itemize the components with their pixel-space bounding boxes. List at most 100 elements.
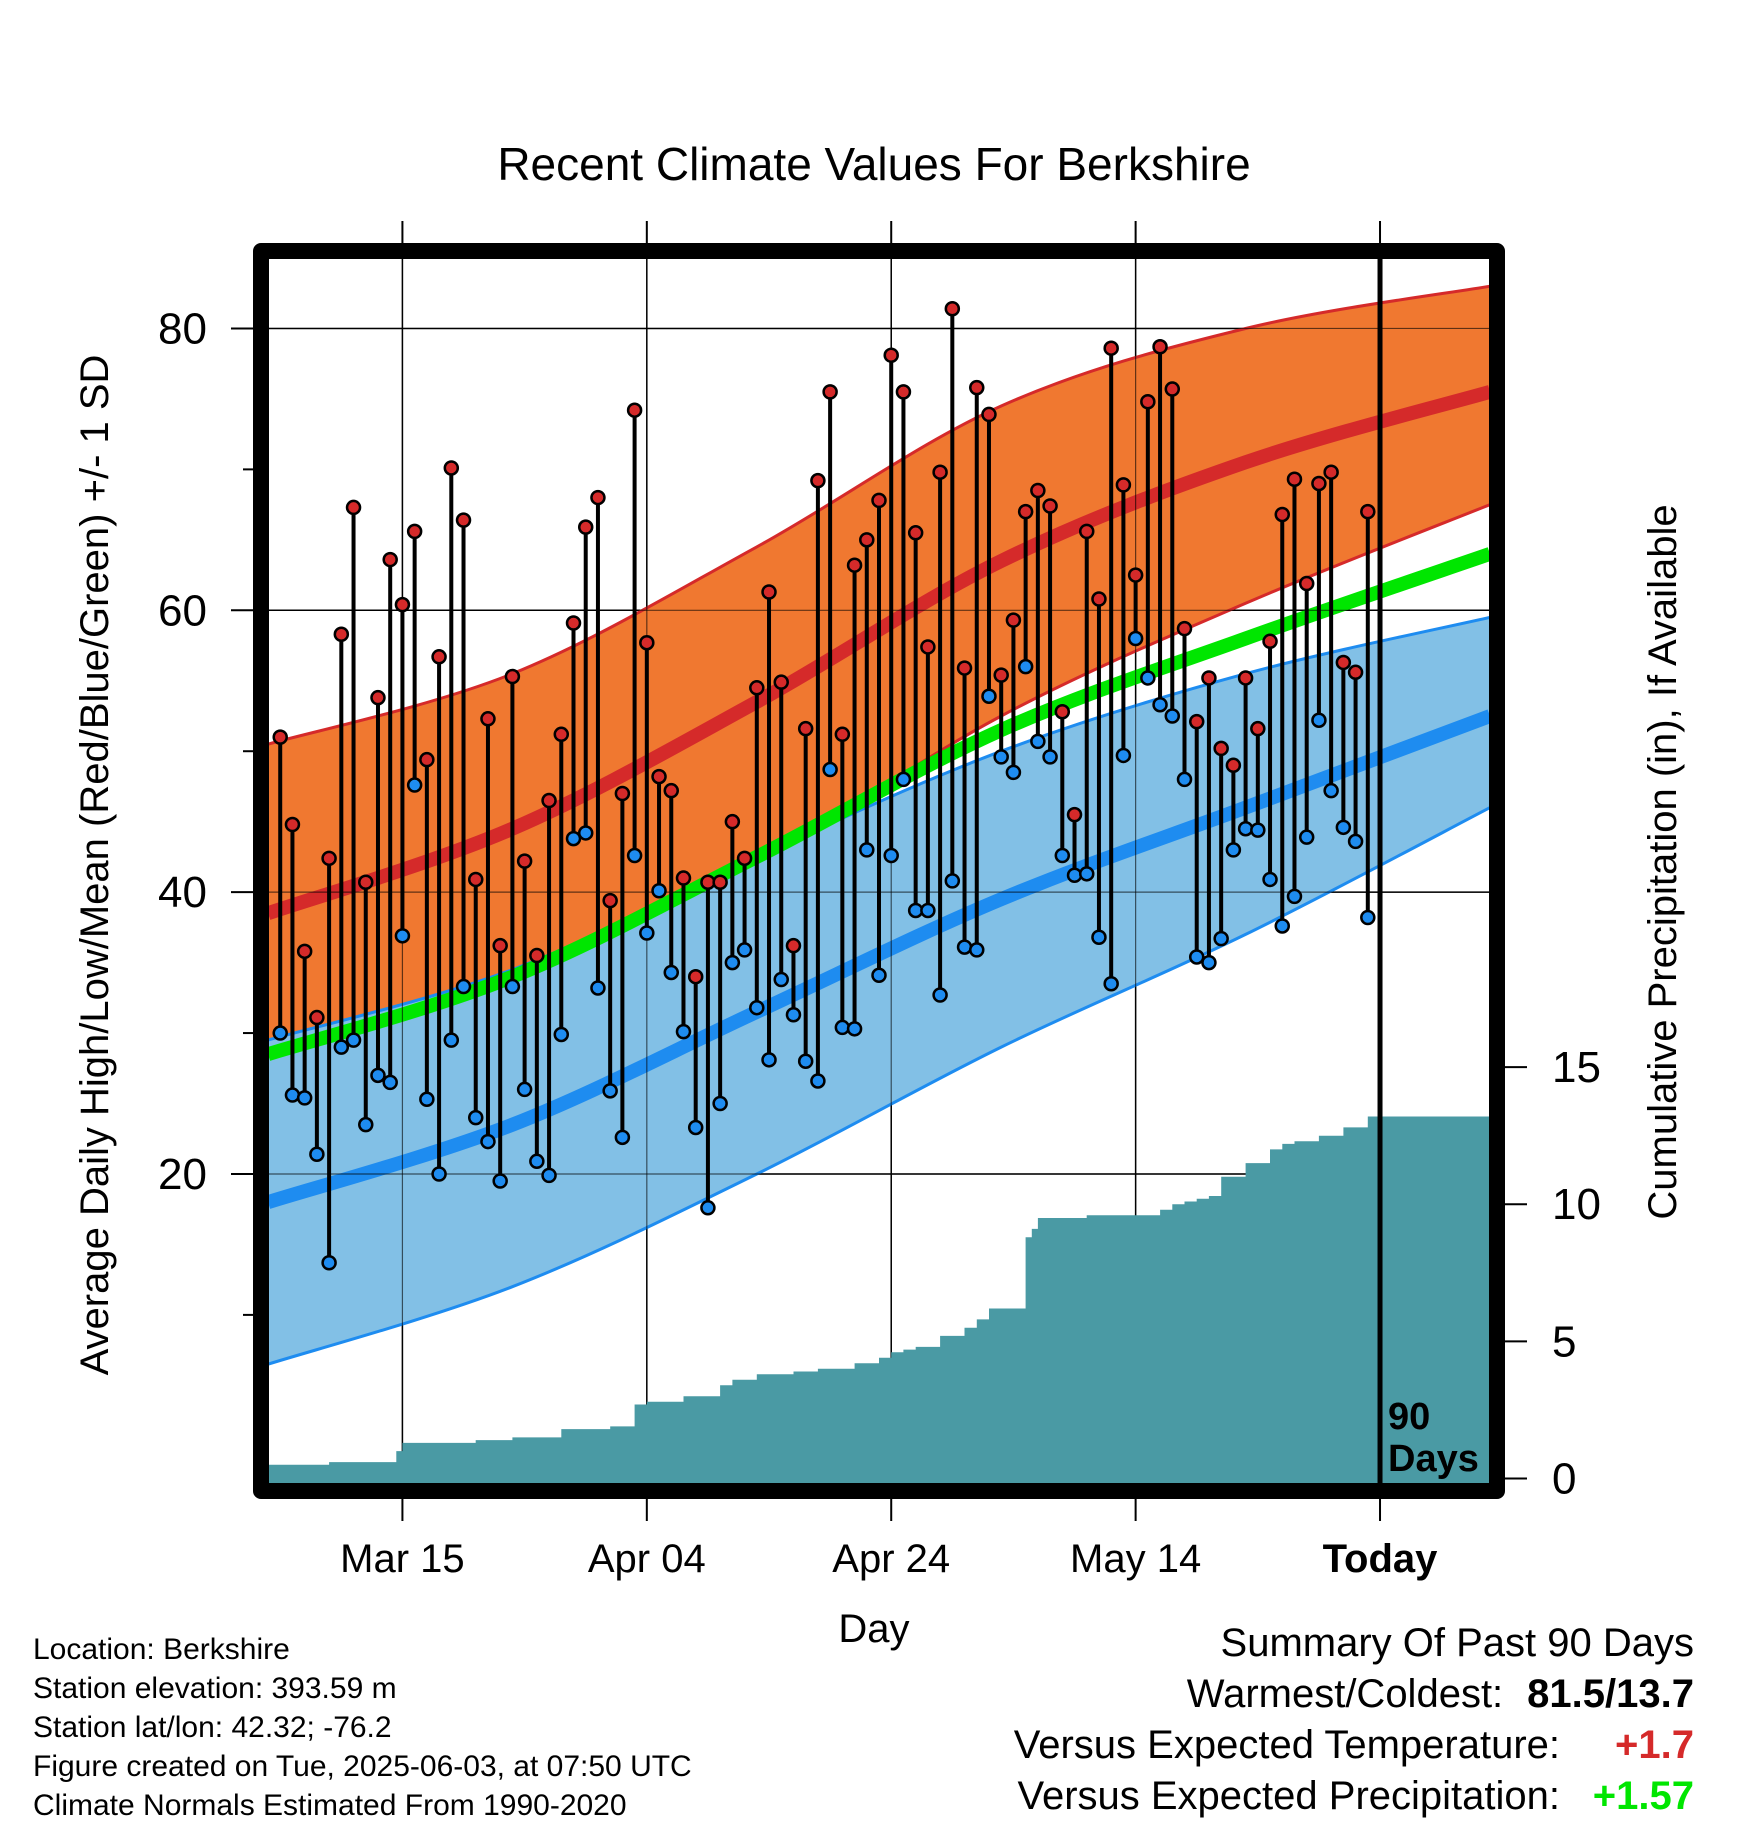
observed-low-point — [883, 847, 899, 864]
y2-axis-label: Cumulative Precipitation (in), If Availa… — [1641, 504, 1685, 1219]
observed-low-point — [932, 987, 948, 1003]
x-tick-label: Mar 15 — [340, 1537, 465, 1581]
observed-high-point — [956, 660, 973, 676]
x-tick-label: Apr 04 — [588, 1537, 706, 1581]
observed-low-point — [455, 978, 472, 995]
observed-low-point — [1213, 930, 1229, 947]
observed-low-point — [504, 978, 521, 995]
observed-low-point — [736, 942, 753, 958]
observed-high-point — [577, 519, 594, 535]
observed-low-point — [1005, 764, 1022, 781]
observed-high-point — [370, 689, 386, 706]
observed-low-point — [333, 1039, 350, 1055]
observed-high-point — [565, 615, 582, 631]
observed-high-point — [1225, 757, 1242, 774]
observed-low-point — [1078, 866, 1095, 882]
observed-high-point — [785, 937, 802, 954]
observed-high-point — [687, 968, 704, 985]
observed-low-point — [467, 1109, 484, 1126]
normal-high-band-upper-edge — [268, 284, 1490, 746]
chart-title: Recent Climate Values For Berkshire — [497, 138, 1250, 190]
y2-tick-label: 10 — [1552, 1180, 1601, 1229]
observed-low-point — [1201, 954, 1217, 971]
observed-low-point — [1250, 822, 1266, 838]
observed-low-point — [541, 1167, 557, 1184]
observed-low-point — [1127, 630, 1144, 647]
observed-high-point — [394, 596, 411, 613]
observed-high-point — [846, 557, 863, 573]
observed-high-point — [834, 726, 851, 743]
observed-low-point — [431, 1166, 447, 1182]
observed-high-point — [1078, 523, 1095, 540]
observed-low-point — [687, 1119, 704, 1136]
observed-low-point — [443, 1032, 460, 1048]
normal-high-line — [268, 385, 1490, 920]
observed-low-point — [749, 999, 765, 1016]
y2-tick-label: 5 — [1552, 1317, 1576, 1366]
elevation-text: Station elevation: 393.59 m — [33, 1672, 397, 1705]
observed-high-point — [1030, 482, 1046, 499]
observed-high-point — [1103, 340, 1119, 356]
observed-low-point — [1298, 829, 1315, 845]
observed-high-point — [1164, 381, 1181, 397]
observed-high-point — [345, 499, 362, 516]
warmest-label: Warmest/Coldest: — [1186, 1672, 1504, 1716]
observed-low-point — [834, 1019, 851, 1036]
observed-high-point — [675, 870, 692, 886]
observed-low-point — [1347, 833, 1364, 850]
observed-low-point — [1017, 658, 1034, 675]
observed-low-point — [1030, 733, 1046, 750]
observed-low-point — [382, 1074, 398, 1091]
location-text: Location: Berkshire — [33, 1633, 290, 1666]
precip-area — [268, 1116, 1490, 1484]
observed-low-point — [1262, 871, 1278, 888]
observed-low-point — [1164, 708, 1181, 724]
observed-low-point — [1091, 929, 1107, 945]
observed-high-point — [859, 532, 875, 548]
observed-low-point — [920, 902, 936, 919]
created-text: Figure created on Tue, 2025-06-03, at 07… — [33, 1750, 692, 1783]
observed-high-point — [1115, 477, 1132, 493]
precip-anomaly-label: Versus Expected Precipitation: — [1017, 1774, 1560, 1818]
observed-high-point — [467, 871, 484, 888]
observed-low-point — [296, 1090, 313, 1106]
observed-low-point — [639, 925, 655, 941]
observed-low-point — [969, 942, 985, 958]
observed-low-point — [406, 777, 423, 793]
observed-high-point — [516, 853, 533, 869]
observed-high-point — [1213, 740, 1229, 757]
observed-high-point — [296, 943, 313, 960]
plot-frame — [253, 243, 1505, 1499]
observed-high-point — [1298, 575, 1315, 592]
observed-low-point — [614, 1129, 631, 1146]
observed-low-point — [1237, 820, 1254, 837]
observed-high-point — [822, 384, 838, 400]
observed-low-point — [1335, 819, 1352, 836]
observed-high-point — [1176, 620, 1193, 637]
observed-high-point — [480, 711, 496, 727]
observed-high-point — [309, 1009, 325, 1026]
observed-high-point — [1140, 393, 1156, 410]
observed-high-point — [773, 674, 789, 690]
observed-low-point — [724, 954, 741, 971]
observed-low-point — [1323, 782, 1339, 799]
observed-low-point — [1066, 867, 1083, 883]
y-tick-label: 60 — [158, 586, 207, 635]
observed-high-point — [1360, 503, 1376, 520]
observed-low-point — [1188, 949, 1205, 965]
observed-low-point — [1054, 847, 1071, 864]
y-tick-label: 80 — [158, 304, 207, 353]
observed-high-point — [1054, 704, 1071, 720]
observed-low-point — [529, 1153, 545, 1170]
observed-high-point — [736, 850, 753, 867]
observed-low-point — [626, 847, 643, 864]
observed-low-point — [516, 1081, 533, 1098]
observed-high-point — [907, 525, 924, 541]
observed-high-point — [1188, 713, 1205, 730]
observed-high-point — [883, 347, 899, 363]
observed-low-point — [1103, 975, 1119, 992]
observed-low-point — [1360, 909, 1376, 926]
observed-high-point — [1237, 670, 1254, 686]
observed-high-point — [492, 937, 508, 954]
observed-low-point — [895, 771, 912, 788]
